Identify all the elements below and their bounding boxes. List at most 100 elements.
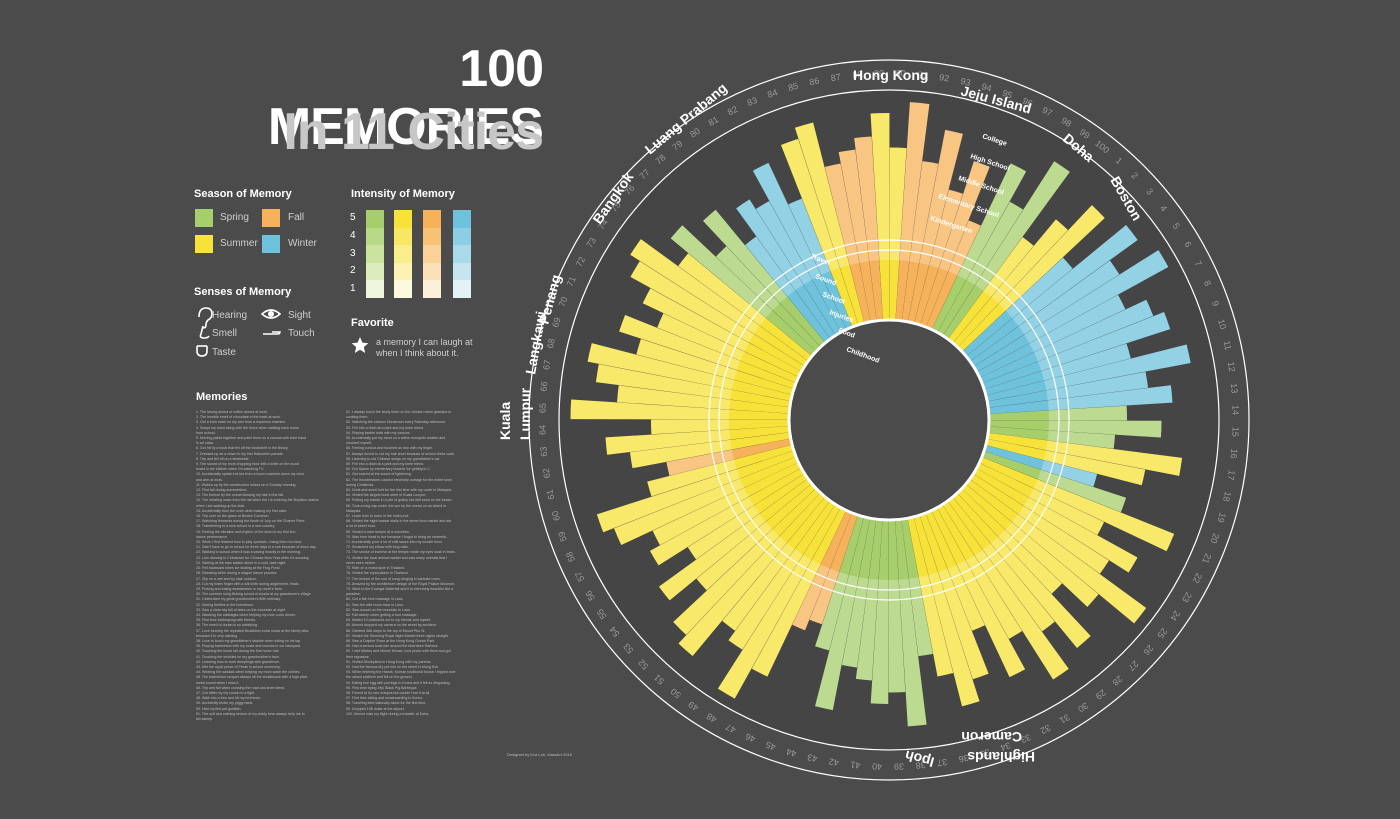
memory-segment (1046, 440, 1183, 476)
wheel-ring (787, 318, 991, 522)
memory-segment (909, 161, 939, 263)
memory-segment (1005, 257, 1073, 319)
taste-label: Taste (212, 347, 236, 358)
memory-item: 13. The breeze by the ocean blowing my h… (196, 493, 285, 498)
memory-item: 9. The sound of my mom chopping food wit… (196, 462, 299, 467)
memory-segment (918, 575, 954, 677)
memory-segment (751, 560, 821, 677)
memory-segment (752, 162, 847, 333)
intensity-level-5: 5 (350, 212, 356, 223)
intensity-level-4: 4 (350, 230, 356, 241)
memory-number: 32 (1039, 723, 1052, 736)
memory-number: 45 (764, 739, 777, 752)
memory-item: 97. First time skiing and snowboarding i… (346, 696, 423, 701)
memory-number: 21 (1200, 552, 1213, 565)
memory-number: 75 (609, 200, 623, 214)
memory-item: 94. Eating rice egg with porridge in Kor… (346, 680, 451, 685)
memory-item: 1. The strong aroma of coffee aroma at w… (196, 410, 268, 414)
memory-number: 18 (1221, 491, 1233, 503)
memory-number: 96 (1021, 96, 1034, 109)
memory-segment (1029, 488, 1105, 535)
memory-segment (649, 496, 754, 566)
memory-segment (1024, 250, 1169, 344)
memory-segment (652, 487, 749, 546)
memory-segment (617, 385, 790, 414)
memory-segment (666, 438, 793, 476)
memory-item: 48. Walk into a tree and hit my forehead… (196, 696, 261, 701)
memory-number: 54 (607, 625, 621, 639)
city-label: Ipoh (903, 747, 936, 770)
memory-segment (942, 501, 1069, 680)
memory-segment (1033, 299, 1154, 362)
memory-segment (919, 129, 963, 266)
memory-segment (1005, 522, 1099, 607)
memory-segment (870, 519, 889, 704)
memory-item: 19. Feeling the vibration and rhythm of … (196, 529, 296, 534)
memory-segment (755, 201, 813, 285)
memory-segment (985, 344, 1191, 402)
memory-segment (649, 468, 805, 566)
memory-segment (988, 405, 1127, 421)
memory-number: 56 (583, 589, 597, 603)
memory-segment (948, 220, 981, 276)
memory-item: 83. Fall asleep when getting a foot mass… (346, 612, 418, 617)
memory-item: 86. Climbed 366 steps to the top of Moun… (346, 628, 426, 633)
memory-segment (965, 555, 1023, 639)
memory-number: 30 (1076, 700, 1090, 714)
memory-number: 20 (1208, 532, 1221, 545)
memory-number: 22 (1191, 572, 1204, 585)
memory-segment (630, 432, 791, 469)
memory-item: 50. Had my first pet goldfish. (196, 706, 242, 711)
memory-item: 88. Saw a Dolphin Show at the Hong Kong … (346, 638, 436, 643)
memory-segment (809, 512, 858, 625)
memory-segment (666, 449, 734, 476)
memory-number: 6 (1182, 240, 1193, 249)
memory-segment (952, 219, 1068, 348)
memory-item: 70. Was from head to toe because I forgo… (346, 534, 447, 539)
memory-number: 25 (1155, 626, 1169, 640)
memory-number: 98 (1059, 115, 1073, 129)
memory-item: a lot of street food. (346, 524, 376, 529)
memory-segment (931, 507, 1026, 678)
memory-item: 73. The smoke of incense at the temple m… (346, 550, 456, 555)
memory-segment (687, 505, 760, 560)
memory-segment (998, 529, 1063, 594)
memory-segment (780, 138, 859, 327)
memory-segment (619, 315, 797, 389)
memory-segment (605, 429, 731, 455)
memory-item: 98. Traveling internationally alone for … (346, 701, 427, 706)
memory-item: 22. Walking to school when it was snowin… (196, 550, 301, 555)
memory-segment (614, 478, 745, 546)
memory-segment (991, 219, 1068, 304)
memory-segment (642, 288, 749, 352)
memory-number: 70 (557, 295, 570, 308)
memory-number: 11 (1222, 340, 1234, 351)
memory-item: 54. Playing barbie dolls with my cousins… (346, 430, 411, 435)
memory-segment (673, 488, 821, 635)
memory-segment (587, 343, 793, 401)
memory-segment (942, 161, 1070, 340)
memory-number: 85 (787, 81, 799, 93)
memory-item: their signature. (346, 654, 370, 659)
memory-segment (619, 315, 741, 371)
memory-item: cooking them. (346, 415, 369, 420)
memory-segment (630, 239, 809, 367)
memory-item: when I am walking up the stair. (196, 503, 246, 508)
memory-item: 72. Scratched my elbow with long nails. (346, 545, 409, 550)
memory-segment (1044, 344, 1191, 391)
page-subtitle: In 11 Cities (283, 103, 544, 161)
memory-segment (630, 261, 755, 343)
memory-segment (938, 161, 990, 272)
memory-item: 17. Watching fireworks during the fourth… (196, 519, 306, 524)
memory-segment (1037, 469, 1127, 513)
memory-segment (998, 205, 1105, 311)
memory-number: 5 (1171, 221, 1182, 231)
memory-item: 55. Accidentally put my hand on a active… (346, 436, 446, 441)
memory-item: 37. Love hearing the repeated Buddhism s… (196, 628, 309, 633)
memory-segment (888, 519, 906, 693)
intensity-level-3: 3 (350, 248, 356, 259)
wheel-ring (558, 89, 1220, 751)
memory-segment (658, 478, 812, 601)
memory-segment (908, 129, 963, 324)
memory-segment (1012, 224, 1138, 327)
